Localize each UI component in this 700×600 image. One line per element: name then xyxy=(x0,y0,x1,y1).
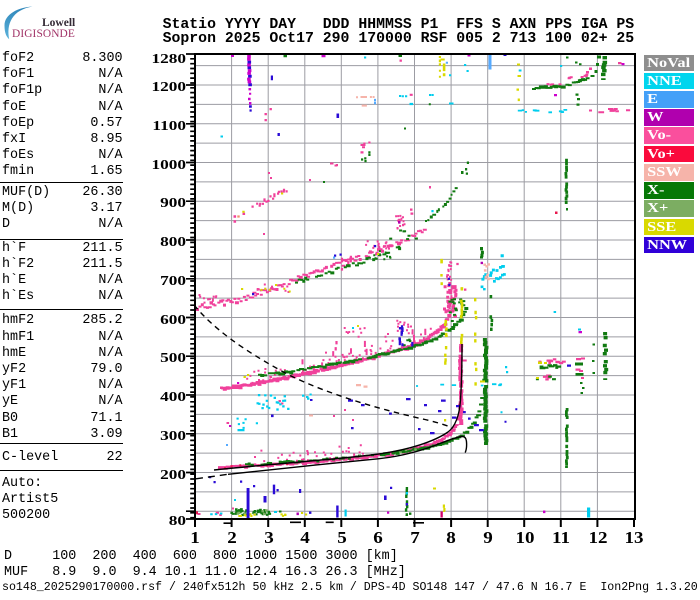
svg-text:DIGISONDE: DIGISONDE xyxy=(12,28,75,40)
svg-text:Lowell: Lowell xyxy=(42,17,75,29)
